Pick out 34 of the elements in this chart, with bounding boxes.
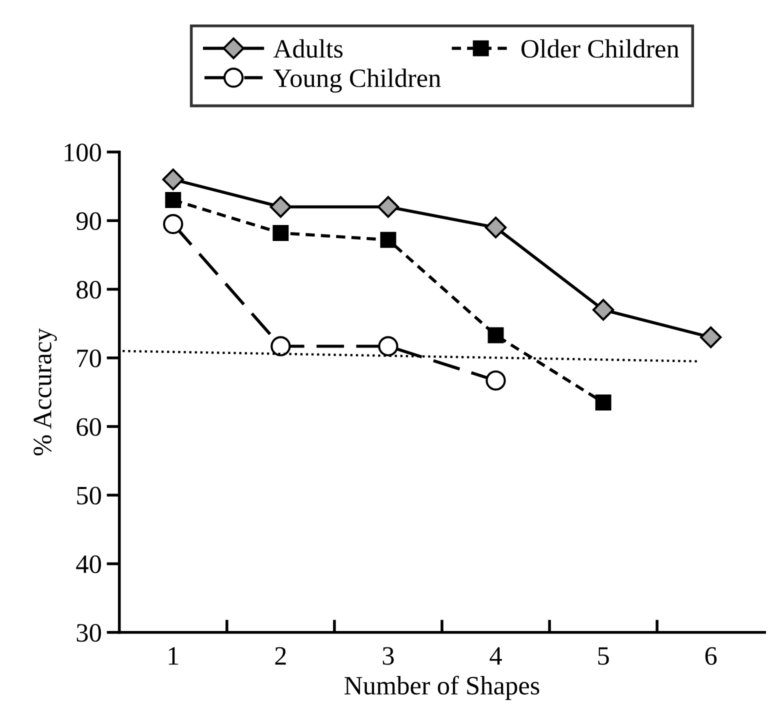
legend-label: Adults [273, 39, 343, 58]
point [270, 196, 292, 218]
point [165, 192, 182, 208]
legend-label: Older Children [522, 39, 680, 58]
point [380, 232, 396, 248]
y-tick-label: 90 [76, 212, 101, 230]
x-tick-label: 5 [598, 647, 609, 665]
x-tick-label: 2 [275, 647, 286, 665]
point [377, 196, 400, 218]
legend-label: Young Children [273, 68, 441, 93]
point [163, 214, 184, 234]
y-tick-label: 40 [76, 555, 101, 574]
x-tick-label: 1 [168, 647, 178, 665]
point [592, 298, 614, 321]
point [272, 224, 289, 241]
y-tick-label: 100 [64, 144, 101, 162]
x-tick-label: 4 [490, 647, 502, 665]
y-tick-label: 30 [76, 624, 101, 642]
point [700, 326, 722, 348]
point [270, 336, 291, 356]
x-tick-label: 3 [382, 647, 394, 665]
point [484, 216, 507, 238]
y-tick-label: 80 [76, 280, 101, 299]
y-axis-title: % Accuracy [34, 328, 57, 456]
point [162, 168, 184, 190]
y-tick-label: 70 [77, 349, 101, 368]
point [595, 394, 612, 410]
x-tick-label: 6 [705, 647, 717, 665]
point [378, 336, 398, 356]
y-tick-label: 50 [77, 486, 101, 505]
point [486, 370, 506, 391]
point [488, 327, 504, 344]
y-tick-label: 60 [76, 418, 101, 436]
x-axis-title: Number of Shapes [344, 676, 540, 700]
